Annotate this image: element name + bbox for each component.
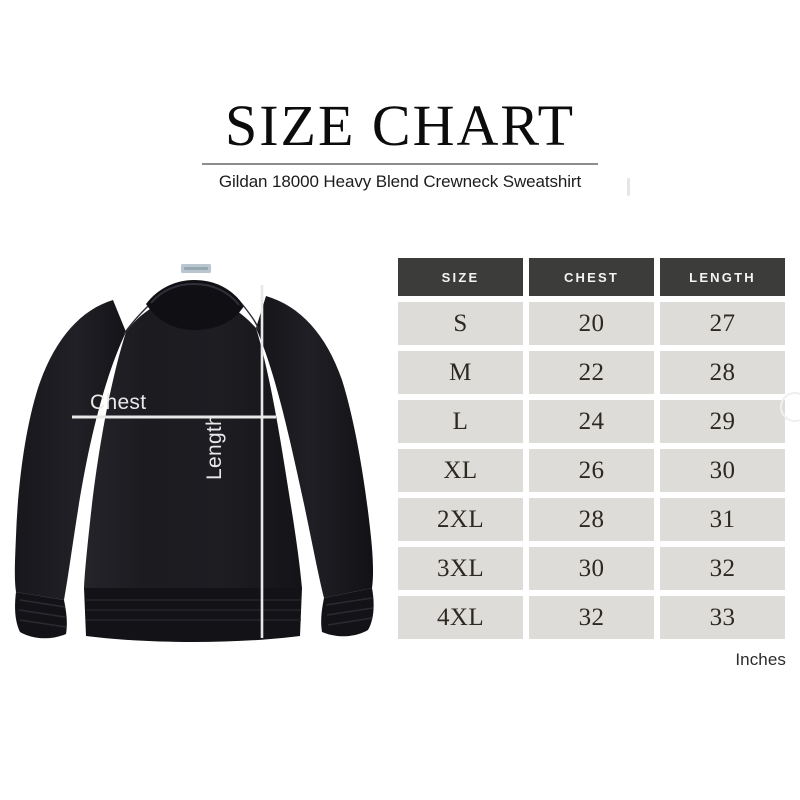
value-chest: 24	[578, 407, 605, 435]
cell-length: 30	[660, 449, 785, 492]
value-length: 32	[709, 554, 736, 582]
value-length: 29	[709, 407, 736, 435]
table-row: XL 26 30	[398, 449, 786, 492]
header-label-size: SIZE	[441, 269, 480, 285]
cell-length: 32	[660, 547, 785, 590]
table-row: M 22 28	[398, 351, 786, 394]
header-label-chest: CHEST	[563, 269, 620, 285]
torso	[84, 296, 302, 596]
page-title: SIZE CHART	[224, 93, 576, 158]
cell-chest: 26	[529, 449, 654, 492]
table-row: 2XL 28 31	[398, 498, 786, 541]
sweatshirt-svg	[14, 264, 374, 642]
cell-chest: 32	[529, 596, 654, 639]
right-cuff-ribbing	[325, 597, 374, 626]
neck-label-text	[184, 267, 208, 270]
value-chest: 28	[578, 505, 605, 533]
value-size: S	[453, 309, 468, 337]
cell-size: 4XL	[398, 596, 523, 639]
units-label: Inches	[735, 650, 786, 669]
waistband-ribbing	[86, 599, 301, 621]
cell-size: XL	[398, 449, 523, 492]
table-header-row: SIZE CHEST LENGTH	[398, 258, 786, 296]
value-length: 31	[709, 505, 736, 533]
table-row: 3XL 30 32	[398, 547, 786, 590]
left-cuff-ribbing	[18, 599, 67, 628]
left-cuff	[15, 592, 67, 639]
value-size: L	[452, 407, 469, 435]
body-group	[84, 264, 302, 642]
value-size: XL	[443, 456, 478, 484]
cell-length: 33	[660, 596, 785, 639]
value-length: 30	[709, 456, 736, 484]
value-length: 27	[709, 309, 736, 337]
value-chest: 20	[578, 309, 605, 337]
right-shoulder-seam	[241, 303, 260, 331]
left-sleeve	[14, 300, 127, 600]
header-cell-size: SIZE	[398, 258, 523, 296]
page-subtitle: Gildan 18000 Heavy Blend Crewneck Sweats…	[218, 172, 582, 191]
left-shoulder-seam	[123, 305, 149, 335]
cell-size: M	[398, 351, 523, 394]
cell-length: 28	[660, 351, 785, 394]
right-sleeve-group	[256, 296, 374, 637]
value-chest: 26	[578, 456, 605, 484]
waistband	[84, 588, 302, 642]
garment-illustration: Chest Length	[8, 248, 384, 648]
cell-chest: 22	[529, 351, 654, 394]
value-length: 28	[709, 358, 736, 386]
cell-length: 27	[660, 302, 785, 345]
cell-size: L	[398, 400, 523, 443]
value-size: 4XL	[436, 603, 485, 631]
table-row: L 24 29	[398, 400, 786, 443]
collar	[146, 280, 244, 330]
table-row: 4XL 32 33	[398, 596, 786, 639]
cell-size: 2XL	[398, 498, 523, 541]
value-length: 33	[709, 603, 736, 631]
left-sleeve-group	[14, 300, 127, 639]
value-size: 3XL	[436, 554, 485, 582]
right-sleeve	[256, 296, 374, 598]
value-size: M	[449, 358, 472, 386]
collar-ribbing	[150, 282, 240, 306]
cell-size: 3XL	[398, 547, 523, 590]
header-cell-chest: CHEST	[529, 258, 654, 296]
value-chest: 30	[578, 554, 605, 582]
measurement-lines	[72, 285, 276, 638]
title-divider	[202, 163, 598, 165]
table-row: S 20 27	[398, 302, 786, 345]
cell-length: 29	[660, 400, 785, 443]
header-label-length: LENGTH	[689, 269, 756, 285]
cell-chest: 30	[529, 547, 654, 590]
cell-size: S	[398, 302, 523, 345]
cell-chest: 20	[529, 302, 654, 345]
value-size: 2XL	[436, 505, 485, 533]
chart-header: SIZE CHART Gildan 18000 Heavy Blend Crew…	[0, 96, 800, 193]
value-chest: 32	[578, 603, 605, 631]
cell-chest: 24	[529, 400, 654, 443]
cell-length: 31	[660, 498, 785, 541]
size-table: SIZE CHEST LENGTH S 20 27 M	[398, 258, 786, 645]
value-chest: 22	[578, 358, 605, 386]
cell-chest: 28	[529, 498, 654, 541]
header-cell-length: LENGTH	[660, 258, 785, 296]
